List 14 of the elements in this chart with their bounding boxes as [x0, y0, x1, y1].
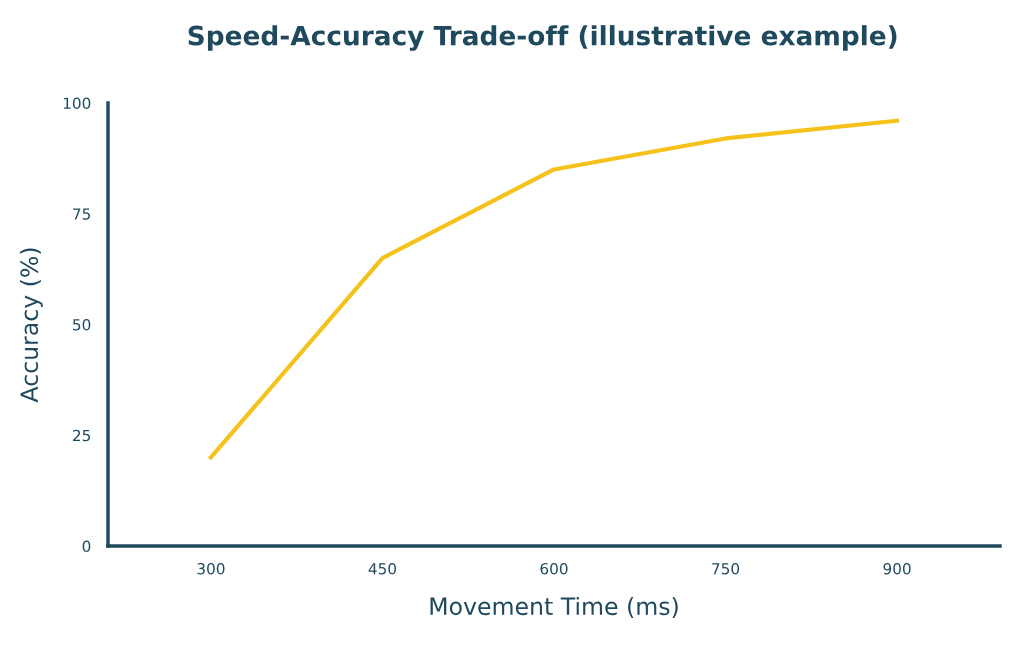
chart-title: Speed-Accuracy Trade-off (illustrative example)	[188, 25, 897, 51]
x-tick-label: 450	[368, 562, 397, 575]
x-tick-label: 300	[197, 562, 225, 575]
x-tick-label: 750	[712, 562, 740, 575]
x-tick-label: 600	[540, 562, 568, 575]
y-tick-label: 50	[73, 318, 91, 331]
line-series	[208, 118, 900, 460]
y-tick-label: 75	[73, 208, 90, 220]
y-tick-label: 0	[82, 540, 91, 553]
y-tick-label: 25	[73, 429, 90, 442]
x-axis-title: Movement Time (ms)	[430, 596, 678, 618]
y-tick-label: 100	[63, 97, 91, 110]
y-axis-title: Accuracy (%)	[19, 248, 43, 403]
x-tick-label: 900	[883, 562, 911, 575]
